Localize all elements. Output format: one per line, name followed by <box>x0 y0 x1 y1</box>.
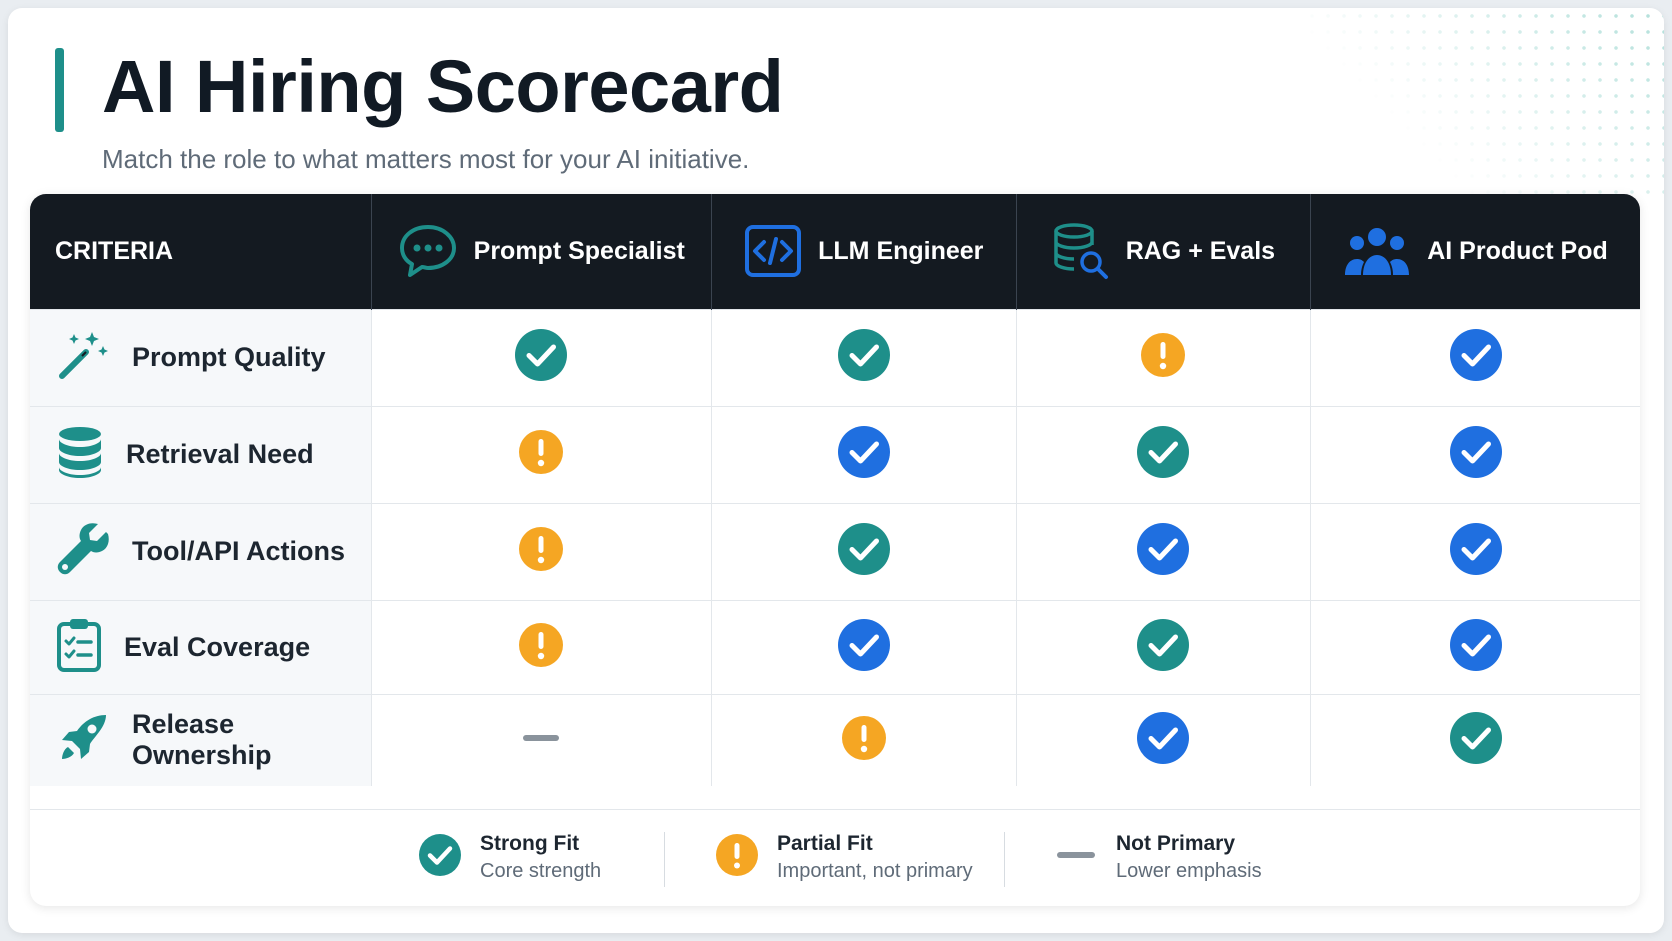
magic-wand-icon <box>56 328 110 387</box>
legend-subtitle: Important, not primary <box>777 860 973 882</box>
legend: Strong Fit Core strength Partial Fit Imp… <box>30 809 1640 906</box>
chat-bubble-icon <box>399 225 456 278</box>
score-cell <box>1015 308 1311 406</box>
partial-fit-exclamation-icon <box>1140 332 1186 383</box>
strong-fit-check-icon <box>1449 425 1503 484</box>
table-row: Prompt Quality <box>30 308 1640 406</box>
criteria-label: Prompt Quality <box>132 342 326 372</box>
score-cell <box>710 693 1017 786</box>
score-cell <box>370 693 712 786</box>
strong-fit-check-icon <box>1136 522 1190 581</box>
score-cell <box>1015 599 1311 694</box>
column-header-prompt-specialist: Prompt Specialist <box>370 194 712 309</box>
strong-fit-check-icon <box>837 618 891 677</box>
clipboard-check-icon <box>56 617 102 678</box>
scorecard-page: AI Hiring Scorecard Match the role to wh… <box>8 8 1664 933</box>
score-cell <box>370 599 712 694</box>
strong-fit-check-icon <box>418 833 462 882</box>
criteria-cell: Release Ownership <box>30 693 372 786</box>
wrench-icon <box>56 522 110 581</box>
legend-title: Partial Fit <box>777 832 873 855</box>
score-cell <box>1015 693 1311 786</box>
legend-subtitle: Lower emphasis <box>1116 860 1262 882</box>
not-primary-dash-icon <box>521 731 561 749</box>
strong-fit-check-icon <box>1136 711 1190 770</box>
partial-fit-exclamation-icon <box>715 833 759 882</box>
column-header-ai-product-pod: AI Product Pod <box>1310 194 1640 309</box>
criteria-label: Eval Coverage <box>124 631 311 662</box>
criteria-cell: Prompt Quality <box>30 308 372 406</box>
column-label: Prompt Specialist <box>473 236 685 265</box>
table-header-row: CRITERIA Prompt Specialist <box>30 194 1640 309</box>
score-cell <box>1310 405 1640 503</box>
page-title: AI Hiring Scorecard <box>102 45 784 128</box>
legend-divider <box>664 832 665 887</box>
code-icon <box>745 225 802 278</box>
strong-fit-check-icon <box>1136 618 1190 677</box>
title-accent-bar <box>55 48 64 132</box>
column-label: LLM Engineer <box>818 236 984 265</box>
score-cell <box>710 405 1017 503</box>
strong-fit-check-icon <box>1449 711 1503 770</box>
column-header-rag-evals: RAG + Evals <box>1015 194 1311 309</box>
scorecard-table: CRITERIA Prompt Specialist <box>30 194 1640 786</box>
legend-subtitle: Core strength <box>480 860 602 882</box>
partial-fit-exclamation-icon <box>518 622 564 673</box>
criteria-header: CRITERIA <box>55 236 174 265</box>
legend-not-primary: Not Primary Lower emphasis <box>1054 832 1262 883</box>
criteria-label: Retrieval Need <box>126 439 314 469</box>
column-label: AI Product Pod <box>1427 236 1608 265</box>
database-search-icon <box>1053 223 1108 280</box>
score-cell <box>1310 693 1640 786</box>
table-row: Release Ownership <box>30 693 1640 786</box>
legend-title: Not Primary <box>1116 832 1236 855</box>
strong-fit-check-icon <box>837 425 891 484</box>
decorative-dot-pattern <box>1304 8 1664 198</box>
score-cell <box>710 599 1017 694</box>
score-cell <box>710 308 1017 406</box>
column-header-llm-engineer: LLM Engineer <box>710 194 1017 309</box>
page-subtitle: Match the role to what matters most for … <box>102 144 750 174</box>
score-cell <box>370 405 712 503</box>
criteria-cell: Eval Coverage <box>30 599 372 694</box>
table-row: Eval Coverage <box>30 599 1640 694</box>
table-row: Tool/API Actions <box>30 502 1640 600</box>
strong-fit-check-icon <box>837 328 891 387</box>
partial-fit-exclamation-icon <box>841 715 887 766</box>
strong-fit-check-icon <box>514 328 568 387</box>
legend-strong-fit: Strong Fit Core strength <box>418 832 601 883</box>
database-icon <box>56 425 104 484</box>
score-cell <box>370 308 712 406</box>
score-cell <box>1310 599 1640 694</box>
legend-partial-fit: Partial Fit Important, not primary <box>715 832 973 883</box>
legend-title: Strong Fit <box>480 832 580 855</box>
partial-fit-exclamation-icon <box>518 429 564 480</box>
strong-fit-check-icon <box>1449 328 1503 387</box>
criteria-cell: Retrieval Need <box>30 405 372 503</box>
score-cell <box>1310 308 1640 406</box>
column-label: RAG + Evals <box>1125 236 1276 265</box>
table-row: Retrieval Need <box>30 405 1640 503</box>
not-primary-dash-icon <box>1054 833 1098 882</box>
strong-fit-check-icon <box>1449 522 1503 581</box>
criteria-label: Tool/API Actions <box>132 536 345 566</box>
criteria-label: Release Ownership <box>132 709 272 771</box>
strong-fit-check-icon <box>1449 618 1503 677</box>
score-cell <box>710 502 1017 600</box>
score-cell <box>1015 405 1311 503</box>
criteria-cell: Tool/API Actions <box>30 502 372 600</box>
strong-fit-check-icon <box>1136 425 1190 484</box>
rocket-icon <box>56 711 110 770</box>
score-cell <box>1310 502 1640 600</box>
scorecard-table-card: CRITERIA Prompt Specialist <box>30 194 1640 906</box>
score-cell <box>1015 502 1311 600</box>
legend-divider <box>1004 832 1005 887</box>
score-cell <box>370 502 712 600</box>
partial-fit-exclamation-icon <box>518 526 564 577</box>
team-icon <box>1345 228 1410 276</box>
strong-fit-check-icon <box>837 522 891 581</box>
